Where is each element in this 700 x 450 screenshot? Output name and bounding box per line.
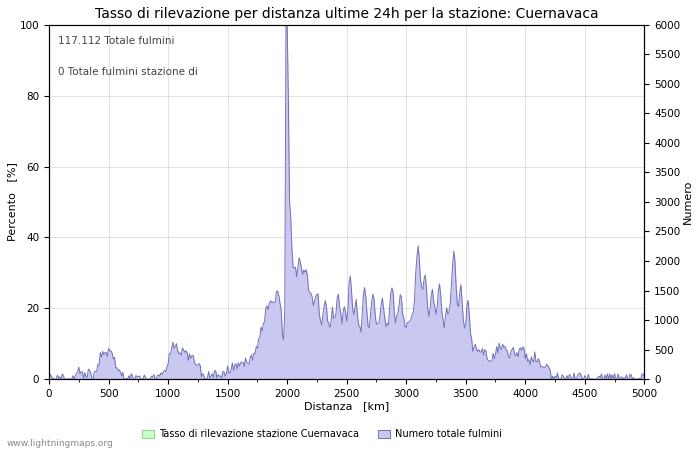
Legend: Tasso di rilevazione stazione Cuernavaca, Numero totale fulmini: Tasso di rilevazione stazione Cuernavaca… — [139, 425, 505, 443]
Text: www.lightningmaps.org: www.lightningmaps.org — [7, 439, 113, 448]
Text: 0 Totale fulmini stazione di: 0 Totale fulmini stazione di — [58, 68, 198, 77]
Y-axis label: Percento   [%]: Percento [%] — [7, 162, 17, 241]
Y-axis label: Numero: Numero — [683, 180, 693, 224]
Title: Tasso di rilevazione per distanza ultime 24h per la stazione: Cuernavaca: Tasso di rilevazione per distanza ultime… — [95, 7, 598, 21]
X-axis label: Distanza   [km]: Distanza [km] — [304, 401, 389, 412]
Text: 117.112 Totale fulmini: 117.112 Totale fulmini — [58, 36, 174, 45]
